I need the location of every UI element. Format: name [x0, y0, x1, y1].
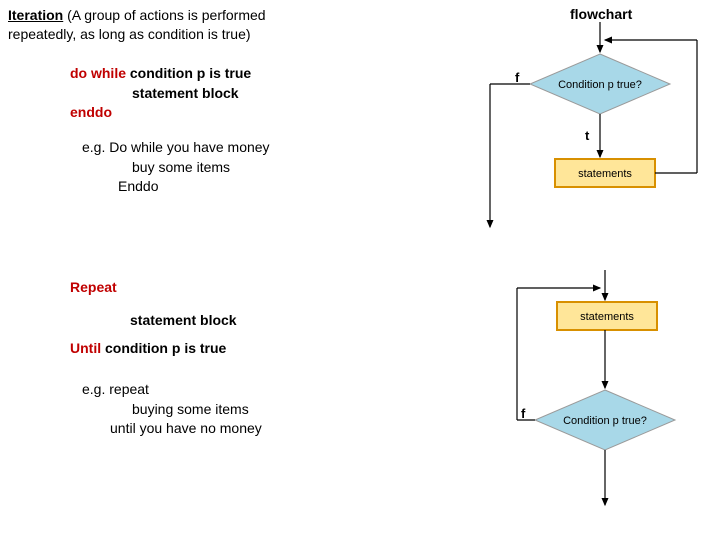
flowchart-repeat: statements Condition p true? f — [475, 270, 715, 510]
example2-block: e.g. repeat buying some items until you … — [82, 380, 262, 439]
eg1-l1: e.g. Do while you have money — [82, 138, 270, 158]
eg2-l3: until you have no money — [82, 419, 262, 439]
flowchart-dowhile: Condition p true? f t statements — [475, 22, 715, 232]
until-block: Until condition p is true — [70, 340, 226, 356]
dowhile-block: do while condition p is true statement b… — [70, 64, 251, 123]
title-rest2: repeatedly, as long as condition is true… — [8, 26, 251, 42]
example1-block: e.g. Do while you have money buy some it… — [82, 138, 270, 197]
dowhile-cond: condition p is true — [126, 65, 251, 81]
dowhile-kw: do while — [70, 65, 126, 81]
true-label: t — [585, 128, 590, 143]
eg2-l1: e.g. repeat — [82, 380, 262, 400]
false-label-2: f — [521, 406, 526, 421]
statements-text: statements — [578, 168, 632, 180]
statements-text-2: statements — [580, 311, 634, 323]
eg1-l2: buy some items — [82, 158, 270, 178]
enddo-kw: enddo — [70, 103, 251, 123]
flowchart-heading: flowchart — [570, 6, 632, 22]
title-lead: Iteration — [8, 7, 63, 23]
repeat-kw: Repeat — [70, 279, 117, 295]
eg1-l3: Enddo — [82, 177, 270, 197]
repeat-block: Repeat — [70, 278, 117, 298]
title-rest1: (A group of actions is performed — [63, 7, 265, 23]
dowhile-stmt: statement block — [70, 84, 251, 104]
decision-text: Condition p true? — [558, 79, 642, 91]
repeat-stmt: statement block — [130, 312, 237, 328]
decision-text-2: Condition p true? — [563, 415, 647, 427]
title-block: Iteration (A group of actions is perform… — [8, 6, 388, 44]
until-cond: condition p is true — [101, 340, 226, 356]
until-kw: Until — [70, 340, 101, 356]
false-label: f — [515, 70, 520, 85]
eg2-l2: buying some items — [82, 400, 262, 420]
